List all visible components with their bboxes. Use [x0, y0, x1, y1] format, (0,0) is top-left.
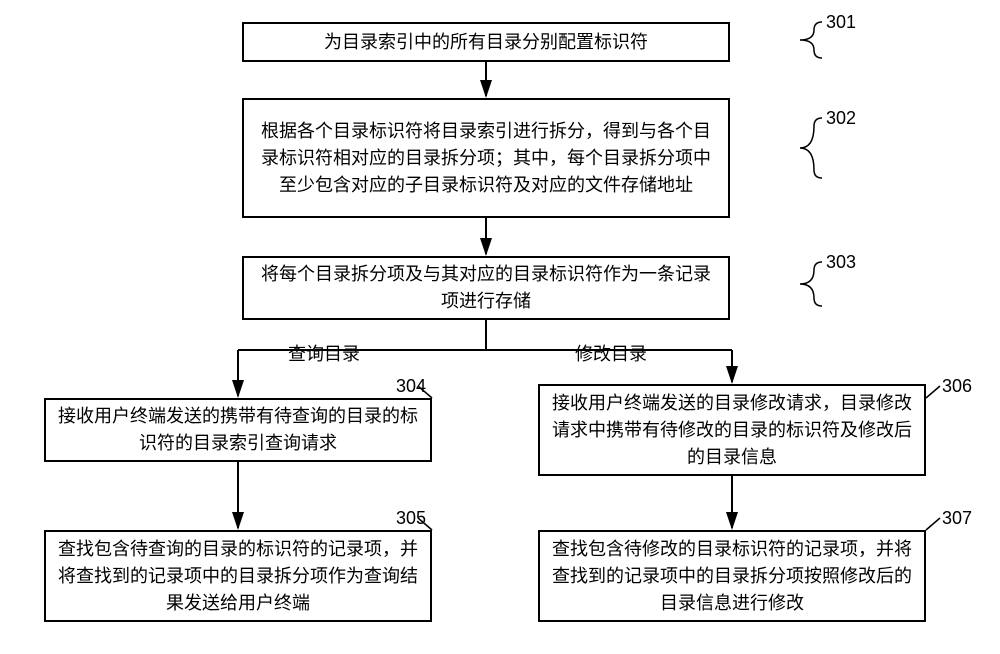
- node-306: 接收用户终端发送的目录修改请求，目录修改请求中携带有待修改的目录的标识符及修改后…: [538, 384, 926, 476]
- node-303: 将每个目录拆分项及与其对应的目录标识符作为一条记录项进行存储: [242, 256, 730, 320]
- node-301: 为目录索引中的所有目录分别配置标识符: [242, 22, 730, 62]
- flowchart-canvas: 为目录索引中的所有目录分别配置标识符 根据各个目录标识符将目录索引进行拆分，得到…: [0, 0, 1000, 654]
- node-302: 根据各个目录标识符将目录索引进行拆分，得到与各个目录标识符相对应的目录拆分项；其…: [242, 98, 730, 218]
- node-306-text: 接收用户终端发送的目录修改请求，目录修改请求中携带有待修改的目录的标识符及修改后…: [550, 390, 914, 471]
- label-306: 306: [942, 376, 972, 397]
- node-301-text: 为目录索引中的所有目录分别配置标识符: [324, 29, 648, 56]
- node-307-text: 查找包含待修改的目录标识符的记录项，并将查找到的记录项中的目录拆分项按照修改后的…: [550, 536, 914, 617]
- branch-label-modify: 修改目录: [575, 340, 647, 366]
- label-304: 304: [396, 376, 426, 397]
- node-305-text: 查找包含待查询的目录的标识符的记录项，并将查找到的记录项中的目录拆分项作为查询结…: [56, 536, 420, 617]
- node-304: 接收用户终端发送的携带有待查询的目录的标识符的目录索引查询请求: [44, 398, 432, 462]
- label-307: 307: [942, 508, 972, 529]
- node-307: 查找包含待修改的目录标识符的记录项，并将查找到的记录项中的目录拆分项按照修改后的…: [538, 530, 926, 622]
- branch-label-query: 查询目录: [288, 340, 360, 366]
- label-305: 305: [396, 508, 426, 529]
- node-304-text: 接收用户终端发送的携带有待查询的目录的标识符的目录索引查询请求: [56, 403, 420, 457]
- node-303-text: 将每个目录拆分项及与其对应的目录标识符作为一条记录项进行存储: [254, 261, 718, 315]
- label-301: 301: [826, 12, 856, 33]
- label-302: 302: [826, 108, 856, 129]
- node-305: 查找包含待查询的目录的标识符的记录项，并将查找到的记录项中的目录拆分项作为查询结…: [44, 530, 432, 622]
- label-303: 303: [826, 252, 856, 273]
- node-302-text: 根据各个目录标识符将目录索引进行拆分，得到与各个目录标识符相对应的目录拆分项；其…: [254, 118, 718, 199]
